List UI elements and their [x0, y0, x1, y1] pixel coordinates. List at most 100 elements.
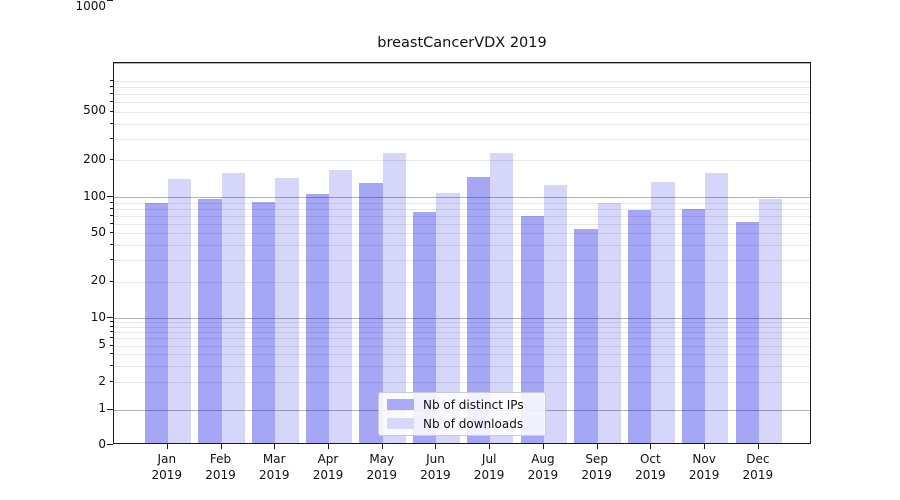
minor-gridline [114, 233, 810, 235]
y-minor-tick-mark [109, 79, 113, 81]
bar-downloads-aug [543, 185, 568, 444]
minor-gridline [114, 245, 810, 247]
bar-downloads-nov [705, 173, 729, 444]
bar-distinct-ips-jan [144, 203, 168, 444]
minor-gridline [114, 111, 810, 113]
x-tick-label: Dec 2019 [728, 451, 788, 483]
x-tick-year-label: 2019 [258, 468, 290, 482]
y-tick-label: 200 [83, 151, 106, 166]
y-minor-tick-mark [109, 321, 113, 323]
minor-gridline [114, 160, 810, 162]
x-tick-label: Mar 2019 [244, 451, 304, 483]
bar-distinct-ips-nov [681, 209, 706, 444]
x-tick-year-label: 2019 [635, 468, 666, 482]
y-tick-label: 500 [83, 103, 106, 118]
bar-distinct-ips-apr [305, 193, 329, 444]
y-tick-label: 1 [98, 401, 106, 416]
y-tick-mark [109, 344, 113, 346]
minor-gridline [114, 208, 810, 210]
y-tick-mark [107, 444, 113, 445]
bar-distinct-ips-jun [413, 212, 437, 444]
bar-downloads-apr [328, 170, 353, 444]
x-tick-year-label: 2019 [312, 468, 344, 482]
x-tick-year-label: 2019 [151, 468, 183, 482]
bar-distinct-ips-aug [520, 216, 544, 444]
bar-downloads-feb [221, 173, 245, 444]
x-tick-label: Jul 2019 [459, 451, 519, 483]
legend-swatch-distinct-ips [387, 399, 414, 410]
x-tick-mark [596, 444, 598, 449]
bar-downloads-may [382, 152, 407, 444]
legend-swatch-downloads [387, 418, 414, 429]
x-tick-label: Aug 2019 [513, 451, 573, 483]
minor-gridline [114, 123, 810, 125]
minor-gridline [114, 382, 810, 384]
minor-gridline [114, 332, 810, 334]
y-tick-mark [107, 0, 113, 1]
y-minor-tick-mark [109, 222, 113, 224]
legend-row-distinct-ips: Nb of distinct IPs [387, 397, 537, 412]
x-tick-mark [274, 444, 276, 449]
y-minor-tick-mark [109, 259, 113, 261]
legend: Nb of distinct IPs Nb of downloads [378, 392, 546, 436]
x-tick-year-label: 2019 [205, 468, 236, 482]
y-tick-label: 100 [83, 188, 106, 203]
x-tick-label: May 2019 [352, 451, 412, 483]
bar-downloads-jul [490, 152, 514, 444]
y-tick-mark [109, 110, 113, 112]
y-tick-label: 1000 [75, 0, 106, 13]
y-tick-label: 20 [90, 273, 106, 288]
major-gridline [114, 197, 810, 198]
minor-gridline [114, 202, 810, 204]
chart-title: breastCancerVDX 2019 [377, 35, 547, 51]
y-tick-mark [109, 381, 113, 383]
y-tick-mark [109, 159, 113, 161]
y-minor-tick-mark [109, 122, 113, 124]
minor-gridline [114, 223, 810, 225]
y-minor-tick-mark [109, 331, 113, 333]
x-tick-mark [327, 444, 329, 449]
x-tick-mark [220, 444, 222, 449]
legend-label-distinct-ips: Nb of distinct IPs [423, 397, 524, 412]
x-tick-label: Sep 2019 [567, 451, 627, 483]
y-minor-tick-mark [109, 201, 113, 203]
y-minor-tick-mark [109, 325, 113, 327]
y-minor-tick-mark [109, 85, 113, 87]
x-tick-year-label: 2019 [420, 468, 451, 482]
minor-gridline [114, 354, 810, 356]
y-tick-mark [109, 232, 113, 234]
minor-gridline [114, 86, 810, 88]
x-tick-mark [435, 444, 437, 449]
y-minor-tick-mark [109, 92, 113, 94]
legend-row-downloads: Nb of downloads [387, 416, 537, 431]
y-minor-tick-mark [109, 244, 113, 246]
minor-gridline [114, 102, 810, 104]
y-tick-label: 2 [98, 373, 106, 388]
bar-distinct-ips-dec [735, 222, 759, 444]
y-minor-tick-mark [109, 101, 113, 103]
x-tick-label: Nov 2019 [674, 451, 734, 483]
y-tick-label: 5 [98, 337, 106, 352]
legend-label-downloads: Nb of downloads [423, 416, 524, 431]
bar-downloads-oct [651, 181, 675, 444]
x-tick-year-label: 2019 [742, 468, 774, 482]
x-tick-year-label: 2019 [688, 468, 720, 482]
x-tick-label: Jun 2019 [405, 451, 465, 483]
minor-gridline [114, 80, 810, 82]
x-tick-mark [704, 444, 706, 449]
x-tick-mark [489, 444, 491, 449]
minor-gridline [114, 365, 810, 367]
bar-distinct-ips-oct [628, 210, 652, 444]
x-tick-year-label: 2019 [527, 468, 559, 482]
x-tick-mark [542, 444, 544, 449]
x-tick-label: Jan 2019 [137, 451, 197, 483]
y-minor-tick-mark [109, 337, 113, 339]
y-minor-tick-mark [109, 353, 113, 355]
bar-downloads-jun [436, 192, 460, 444]
bar-distinct-ips-jul [466, 176, 491, 444]
x-tick-year-label: 2019 [581, 468, 612, 482]
bar-downloads-sep [597, 202, 621, 444]
minor-gridline [114, 215, 810, 217]
bar-distinct-ips-feb [198, 199, 222, 444]
